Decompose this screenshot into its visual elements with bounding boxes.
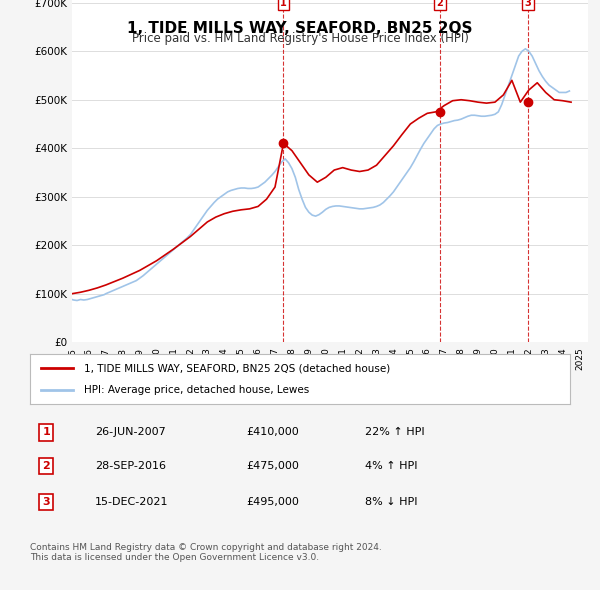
Text: 1: 1 <box>280 0 287 8</box>
Text: 2: 2 <box>437 0 443 8</box>
Text: £410,000: £410,000 <box>246 428 299 437</box>
Text: 3: 3 <box>43 497 50 507</box>
Text: Price paid vs. HM Land Registry's House Price Index (HPI): Price paid vs. HM Land Registry's House … <box>131 32 469 45</box>
Text: 8% ↓ HPI: 8% ↓ HPI <box>365 497 418 507</box>
Text: 28-SEP-2016: 28-SEP-2016 <box>95 461 166 471</box>
Text: £475,000: £475,000 <box>246 461 299 471</box>
Text: 22% ↑ HPI: 22% ↑ HPI <box>365 428 424 437</box>
Text: 1: 1 <box>43 428 50 437</box>
Text: 4% ↑ HPI: 4% ↑ HPI <box>365 461 418 471</box>
Text: 1, TIDE MILLS WAY, SEAFORD, BN25 2QS: 1, TIDE MILLS WAY, SEAFORD, BN25 2QS <box>127 21 473 35</box>
Text: 1, TIDE MILLS WAY, SEAFORD, BN25 2QS (detached house): 1, TIDE MILLS WAY, SEAFORD, BN25 2QS (de… <box>84 363 390 373</box>
Text: 3: 3 <box>524 0 532 8</box>
Text: HPI: Average price, detached house, Lewes: HPI: Average price, detached house, Lewe… <box>84 385 309 395</box>
Text: £495,000: £495,000 <box>246 497 299 507</box>
Text: 2: 2 <box>43 461 50 471</box>
Text: 26-JUN-2007: 26-JUN-2007 <box>95 428 166 437</box>
Text: 15-DEC-2021: 15-DEC-2021 <box>95 497 168 507</box>
Text: Contains HM Land Registry data © Crown copyright and database right 2024.
This d: Contains HM Land Registry data © Crown c… <box>30 543 382 562</box>
